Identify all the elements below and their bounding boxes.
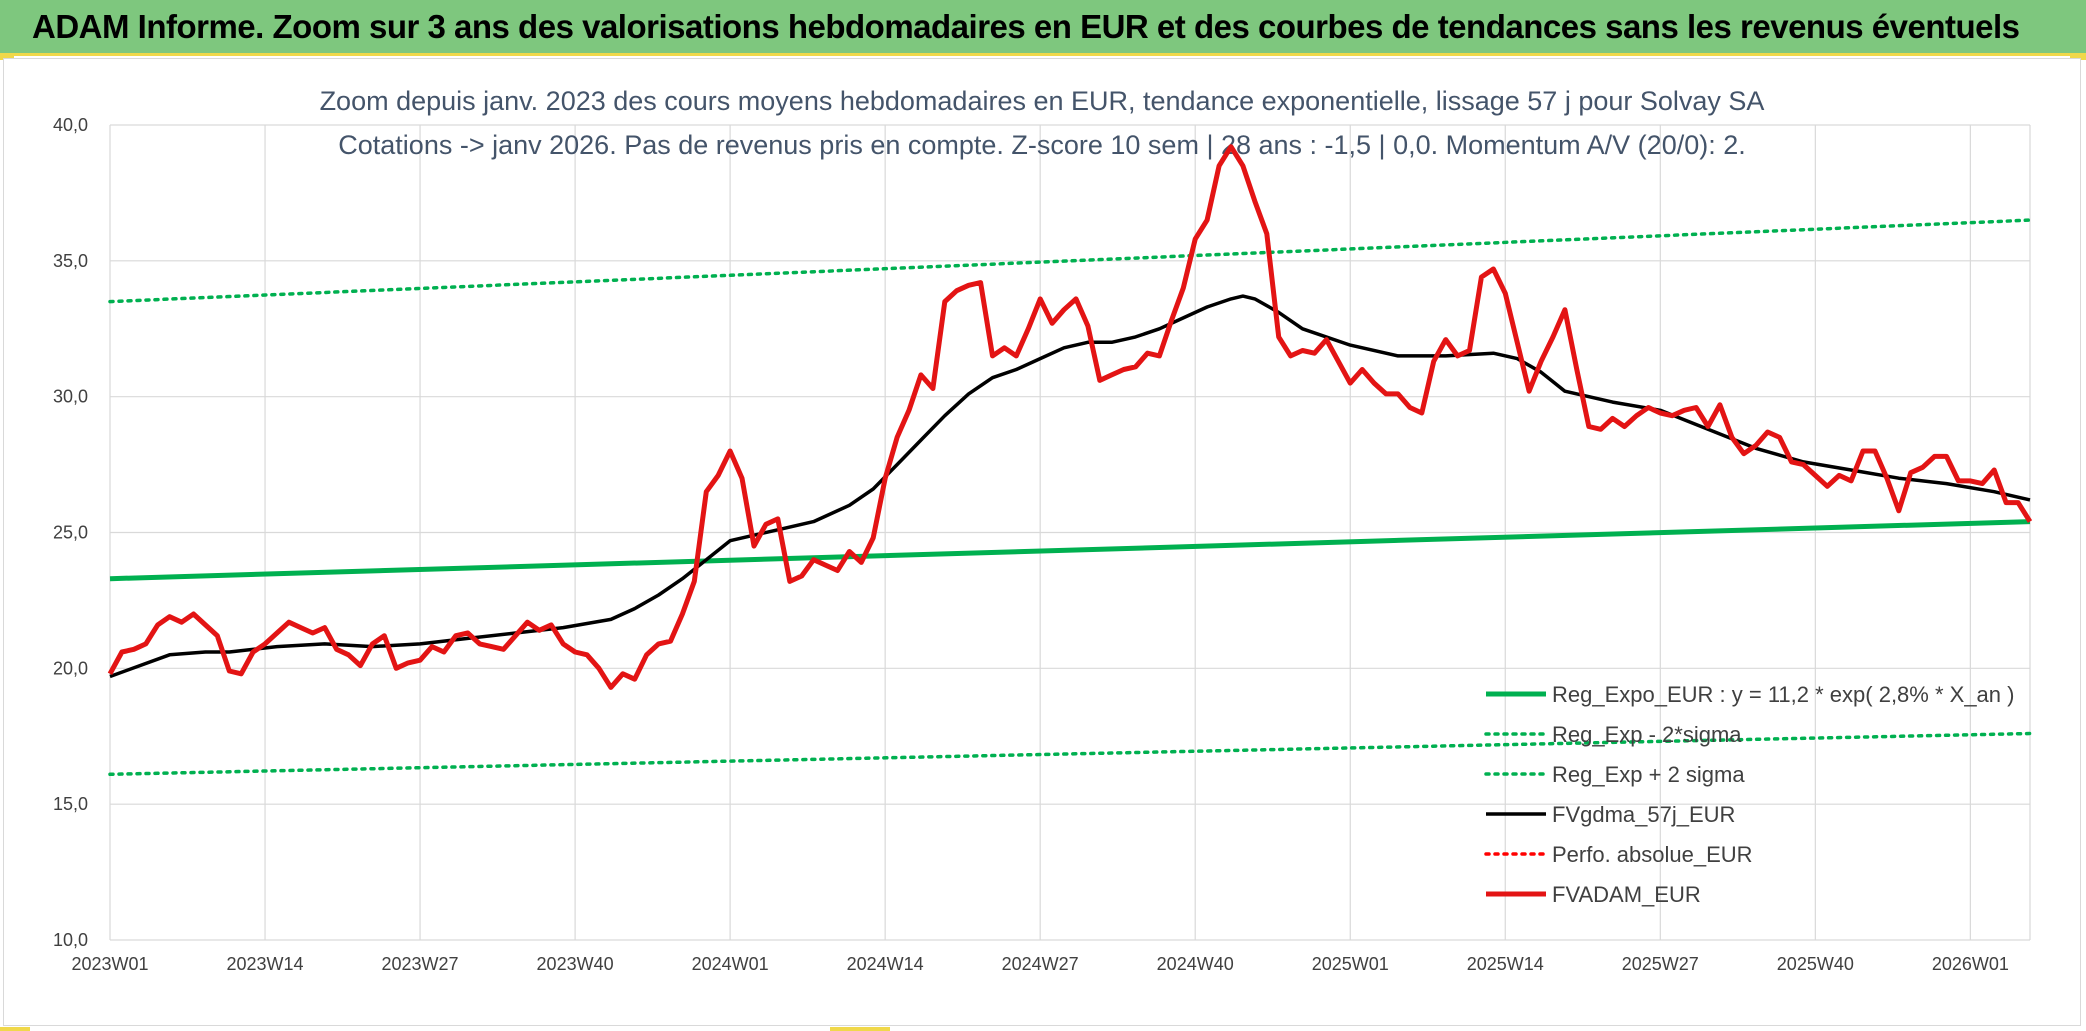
x-tick-label: 2025W27 — [1622, 954, 1699, 974]
series-line-fvgdma_57j_eur — [109, 294, 2031, 679]
x-tick-label: 2023W14 — [226, 954, 303, 974]
corner-mark-bottom-left — [0, 1027, 30, 1031]
series-line-reg_expo_eur — [109, 519, 2031, 582]
legend-label: Perfo. absolue_EUR — [1552, 842, 1753, 867]
legend: Reg_Expo_EUR : y = 11,2 * exp( 2,8% * X_… — [1484, 682, 2014, 907]
legend-label: FVgdma_57j_EUR — [1552, 802, 1735, 827]
legend-label: Reg_Expo_EUR : y = 11,2 * exp( 2,8% * X_… — [1552, 682, 2014, 707]
gridlines — [109, 124, 2031, 941]
chart-title-line2: Cotations -> janv 2026. Pas de revenus p… — [338, 130, 1745, 160]
x-tick-label: 2025W01 — [1312, 954, 1389, 974]
chart-title-line1: Zoom depuis janv. 2023 des cours moyens … — [320, 86, 1765, 116]
x-tick-label: 2023W27 — [382, 954, 459, 974]
chart-frame — [3, 58, 2081, 1026]
legend-label: Reg_Exp - 2*sigma — [1552, 722, 1742, 747]
header-banner: ADAM Informe. Zoom sur 3 ans des valoris… — [0, 0, 2086, 56]
x-tick-label: 2024W27 — [1002, 954, 1079, 974]
y-tick-label: 35,0 — [53, 251, 88, 271]
x-tick-label: 2025W14 — [1467, 954, 1544, 974]
corner-mark-bottom-mid — [830, 1027, 890, 1031]
y-tick-label: 20,0 — [53, 658, 88, 678]
y-tick-label: 30,0 — [53, 387, 88, 407]
x-tick-label: 2024W01 — [692, 954, 769, 974]
x-tick-label: 2023W01 — [71, 954, 148, 974]
x-tick-label: 2023W40 — [537, 954, 614, 974]
axes: 10,0 15,0 20,0 25,0 30,0 35,0 40,0 2023W01 2023W… — [53, 115, 2009, 974]
y-tick-label: 25,0 — [53, 523, 88, 543]
x-tick-label: 2024W40 — [1157, 954, 1234, 974]
legend-label: FVADAM_EUR — [1552, 882, 1701, 907]
series-line-reg_exp — [108, 218, 2032, 304]
series-line-fvadam_eur — [107, 144, 2033, 690]
report-title: ADAM Informe. Zoom sur 3 ans des valoris… — [32, 8, 2020, 45]
x-tick-label: 2025W40 — [1777, 954, 1854, 974]
y-tick-label: 40,0 — [53, 115, 88, 135]
series — [107, 144, 2033, 777]
series-line-reg_exp — [108, 731, 2032, 777]
y-tick-label: 15,0 — [53, 794, 88, 814]
x-tick-label: 2026W01 — [1932, 954, 2009, 974]
legend-label: Reg_Exp + 2 sigma — [1552, 762, 1745, 787]
x-tick-label: 2024W14 — [847, 954, 924, 974]
y-tick-label: 10,0 — [53, 930, 88, 950]
